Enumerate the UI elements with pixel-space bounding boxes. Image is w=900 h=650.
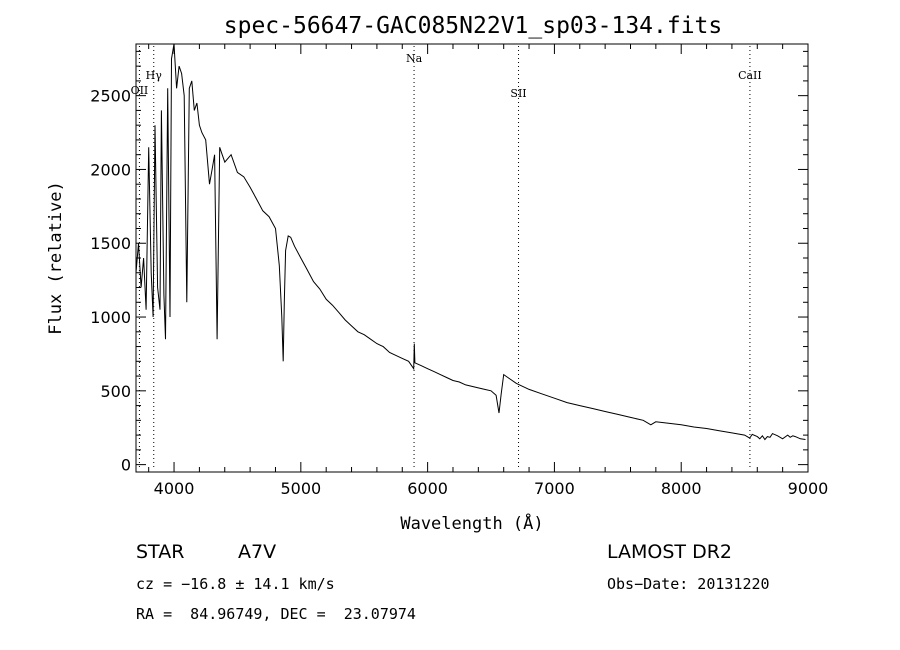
x-tick-label: 4000 [154, 479, 195, 498]
ra-dec-coords: RA = 84.96749, DEC = 23.07974 [136, 605, 416, 623]
chart-title: spec-56647-GAC085N22V1_sp03-134.fits [224, 13, 723, 39]
y-tick-label: 500 [100, 382, 131, 401]
x-tick-label: 6000 [407, 479, 448, 498]
line-marker-label: Hγ [146, 69, 163, 82]
x-tick-label: 5000 [280, 479, 321, 498]
line-marker-label: SII [510, 87, 526, 100]
x-tick-label: 7000 [534, 479, 575, 498]
object-type: STAR [136, 541, 185, 563]
spectrum-series [135, 43, 806, 441]
line-marker-label: Na [406, 52, 423, 65]
redshift-cz: cz = −16.8 ± 14.1 km/s [136, 575, 335, 593]
y-tick-label: 2000 [90, 160, 131, 179]
line-marker-label: OII [131, 84, 149, 97]
spectral-subclass: A7V [238, 541, 277, 563]
x-tick-label: 8000 [661, 479, 702, 498]
axis-ticks: 4000 5000 6000 7000 8000 9000 0 500 1000 1500 2000… [90, 44, 828, 498]
line-marker-group: OII Hγ Na SII CaII [131, 46, 762, 470]
y-axis-label: Flux (relative) [46, 181, 66, 335]
spectrum-line [135, 43, 806, 441]
y-tick-label: 1500 [90, 234, 131, 253]
x-tick-label: 9000 [788, 479, 829, 498]
x-axis-label: Wavelength (Å) [400, 512, 543, 534]
survey-label: LAMOST DR2 [607, 541, 732, 563]
line-marker-label: CaII [738, 69, 762, 82]
obs-date: Obs−Date: 20131220 [607, 575, 770, 593]
y-tick-label: 2500 [90, 87, 131, 106]
plot-frame [135, 43, 809, 473]
y-tick-label: 1000 [90, 308, 131, 327]
y-tick-label: 0 [121, 456, 131, 475]
